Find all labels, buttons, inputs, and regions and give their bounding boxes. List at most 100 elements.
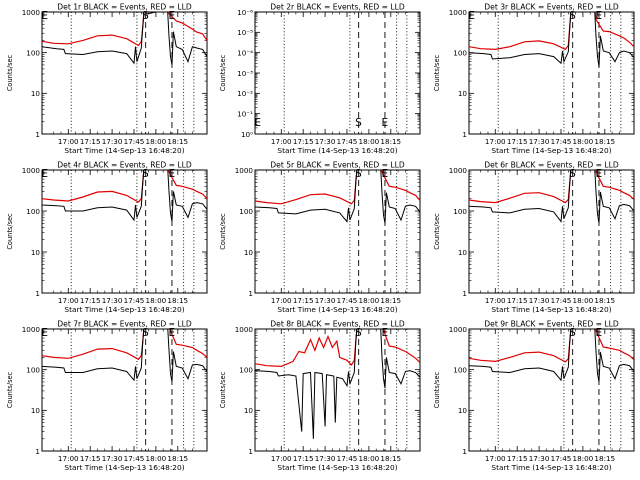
x-tick-label: 18:00	[359, 296, 380, 305]
x-tick-label: 17:00	[58, 296, 79, 305]
x-tick-label: 17:30	[529, 296, 550, 305]
y-tick-label: 1	[35, 447, 40, 456]
y-tick-label: 1	[462, 130, 467, 139]
marker-e: E	[41, 327, 48, 339]
data-lines	[469, 12, 634, 67]
data-lines	[255, 329, 420, 439]
plot-frame	[468, 328, 635, 452]
x-tick-label: 18:15	[167, 137, 188, 146]
x-axis-label: Start Time (14-Sep-13 16:48:20)	[64, 463, 184, 472]
y-tick-label: 10⁰	[241, 130, 253, 139]
data-lines	[469, 329, 634, 382]
y-axis-label: Counts/sec	[433, 54, 441, 91]
panel-title: Det 9r BLACK = Events, RED = LLD	[484, 320, 619, 329]
x-tick-label: 17:30	[529, 454, 550, 463]
x-tick-label: 18:15	[380, 296, 401, 305]
y-tick-label: 10	[244, 248, 254, 257]
panel-title: Det 7r BLACK = Events, RED = LLD	[57, 320, 192, 329]
plot-frame	[254, 169, 421, 294]
y-tick-label: 1	[248, 289, 253, 298]
x-axis-label: Start Time (14-Sep-13 16:48:20)	[277, 463, 397, 472]
marker-e: E	[381, 117, 388, 129]
marker-s: S	[569, 327, 576, 339]
x-tick-label: 18:15	[380, 137, 401, 146]
panel-title: Det 4r BLACK = Events, RED = LLD	[57, 161, 192, 170]
panel-det-1: Det 1r BLACK = Events, RED = LLD 1 10 100 10…	[6, 3, 208, 155]
x-tick-label: 17:00	[485, 454, 506, 463]
series-black-line	[255, 329, 420, 439]
x-tick-label: 18:15	[594, 137, 615, 146]
panel-title: Det 1r BLACK = Events, RED = LLD	[57, 3, 192, 12]
x-tick-label: 18:15	[380, 454, 401, 463]
y-tick-label: 10	[31, 89, 41, 98]
marker-e: E	[381, 327, 388, 339]
y-tick-label: 10	[31, 248, 41, 257]
x-tick-label: 17:15	[80, 137, 101, 146]
x-tick-label: 17:00	[271, 137, 292, 146]
marker-s: S	[142, 10, 149, 22]
x-tick-label: 18:00	[146, 137, 167, 146]
y-tick-label: 10⁻⁴	[237, 48, 253, 57]
series-black-line	[469, 329, 634, 382]
marker-e: E	[254, 117, 261, 129]
y-tick-label: 1000	[235, 325, 254, 334]
y-tick-label: 1000	[235, 166, 254, 175]
x-tick-label: 17:15	[507, 454, 528, 463]
x-tick-label: 18:15	[167, 296, 188, 305]
data-lines	[469, 170, 634, 224]
panel-title: Det 6r BLACK = Events, RED = LLD	[484, 161, 619, 170]
x-tick-label: 17:15	[80, 454, 101, 463]
x-tick-label: 17:45	[337, 296, 358, 305]
marker-e: E	[595, 327, 602, 339]
y-tick-label: 1	[35, 289, 40, 298]
x-tick-label: 18:15	[594, 296, 615, 305]
x-tick-label: 17:30	[102, 137, 123, 146]
panel-det-6: Det 6r BLACK = Events, RED = LLD 1 10 100 10…	[433, 161, 635, 314]
x-tick-label: 17:00	[58, 454, 79, 463]
series-black-line	[42, 329, 207, 382]
series-red-line	[255, 170, 420, 205]
series-black-line	[42, 170, 207, 222]
x-axis-label: Start Time (14-Sep-13 16:48:20)	[64, 305, 184, 314]
x-tick-label: 17:30	[102, 296, 123, 305]
x-axis-label: Start Time (14-Sep-13 16:48:20)	[491, 463, 611, 472]
data-lines	[255, 170, 420, 224]
series-black-line	[469, 12, 634, 67]
series-black-line	[469, 170, 634, 224]
y-tick-label: 1	[248, 447, 253, 456]
marker-s: S	[142, 168, 149, 180]
series-red-line	[469, 329, 634, 363]
x-tick-label: 17:45	[337, 137, 358, 146]
y-tick-label: 1000	[449, 325, 468, 334]
y-tick-label: 100	[26, 48, 40, 57]
data-lines	[42, 329, 207, 382]
marker-s: S	[569, 168, 576, 180]
x-tick-label: 17:00	[271, 454, 292, 463]
series-red-line	[42, 170, 207, 203]
series-red-line	[255, 329, 420, 368]
x-tick-label: 17:45	[124, 454, 145, 463]
series-black-line	[255, 170, 420, 224]
x-tick-label: 18:00	[573, 296, 594, 305]
x-tick-label: 17:15	[293, 296, 314, 305]
y-tick-label: 1000	[449, 8, 468, 17]
panel-det-2: Det 2r BLACK = Events, RED = LLD 10⁰ 10⁻¹ 1…	[219, 3, 421, 155]
x-tick-label: 18:00	[359, 137, 380, 146]
y-tick-label: 10	[458, 406, 468, 415]
marker-e: E	[168, 327, 175, 339]
panel-det-8: Det 8r BLACK = Events, RED = LLD 1 10 100 10…	[219, 320, 421, 472]
marker-e: E	[595, 168, 602, 180]
y-axis-label: Counts/sec	[433, 371, 441, 408]
y-tick-label: 1	[462, 289, 467, 298]
y-axis-label: Counts/sec	[433, 213, 441, 250]
x-tick-label: 17:15	[80, 296, 101, 305]
x-tick-label: 17:15	[293, 454, 314, 463]
y-tick-label: 10⁻⁶	[237, 8, 253, 17]
series-red-line	[469, 12, 634, 51]
y-axis-label: Counts/sec	[219, 371, 227, 408]
y-tick-label: 1000	[449, 166, 468, 175]
x-tick-label: 18:00	[146, 454, 167, 463]
panel-title: Det 5r BLACK = Events, RED = LLD	[270, 161, 405, 170]
x-tick-label: 17:15	[293, 137, 314, 146]
